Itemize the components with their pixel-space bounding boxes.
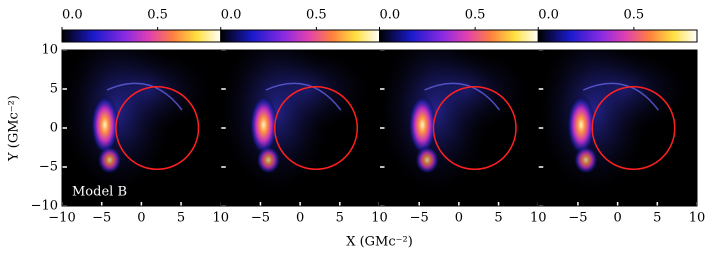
x-tick-label: 10 bbox=[371, 211, 388, 226]
image bbox=[220, 50, 380, 206]
colorbar bbox=[379, 29, 539, 43]
x-tick-label: 10 bbox=[689, 211, 706, 226]
y-tick-label: 10 bbox=[41, 43, 58, 58]
y-tick-label: −5 bbox=[39, 160, 58, 175]
y-tick-label: 5 bbox=[50, 82, 58, 97]
x-tick-label: 5 bbox=[653, 211, 661, 226]
emission bbox=[97, 146, 122, 174]
emission bbox=[573, 146, 598, 174]
x-tick-label: 10 bbox=[530, 211, 547, 226]
x-tick-label: 0 bbox=[613, 211, 621, 226]
colorbar bbox=[61, 29, 222, 43]
colorbar-tick-label: 0.5 bbox=[306, 8, 327, 23]
x-tick-label: 5 bbox=[336, 211, 344, 226]
x-tick-label: −5 bbox=[92, 211, 111, 226]
colorbar-tick-label: 0.0 bbox=[221, 8, 242, 23]
circle bbox=[432, 85, 517, 171]
colorbar-tick-label: 0.0 bbox=[62, 8, 83, 23]
y-axis-label: Y (GMc⁻²) bbox=[7, 95, 22, 162]
x-tick-label: 0 bbox=[455, 211, 463, 226]
circle bbox=[115, 85, 200, 171]
emission bbox=[90, 95, 119, 155]
emission bbox=[567, 95, 596, 155]
x-tick-label: 0 bbox=[137, 211, 145, 226]
image bbox=[379, 50, 539, 206]
colorbar-tick-label: 0.0 bbox=[380, 8, 401, 23]
colorbar-tick-label: 0.5 bbox=[465, 8, 486, 23]
emission bbox=[249, 95, 278, 155]
x-tick-label: 5 bbox=[494, 211, 502, 226]
panel-frame bbox=[537, 49, 698, 207]
arc bbox=[582, 82, 659, 111]
emission bbox=[408, 95, 437, 155]
x-tick-label: 5 bbox=[177, 211, 185, 226]
emission bbox=[415, 146, 440, 174]
circle bbox=[591, 85, 676, 171]
image bbox=[62, 50, 221, 206]
arc bbox=[265, 82, 342, 111]
emission bbox=[256, 146, 281, 174]
colorbar-tick-label: 0.0 bbox=[538, 8, 559, 23]
image bbox=[538, 50, 697, 206]
x-tick-label: 0 bbox=[296, 211, 304, 226]
arc bbox=[424, 82, 501, 111]
colorbar-tick-label: 0.5 bbox=[624, 8, 645, 23]
annotation: Model B bbox=[72, 185, 127, 200]
arc bbox=[106, 82, 183, 111]
colorbar bbox=[537, 29, 698, 43]
colorbar bbox=[220, 29, 380, 43]
circle bbox=[273, 85, 359, 171]
x-tick-label: −5 bbox=[410, 211, 429, 226]
y-tick-label: 0 bbox=[50, 121, 58, 136]
x-tick-label: −5 bbox=[568, 211, 587, 226]
x-tick-label: −10 bbox=[48, 211, 75, 226]
x-tick-label: 10 bbox=[212, 211, 229, 226]
x-axis-label: X (GMc⁻²) bbox=[346, 235, 413, 250]
y-tick-label: −10 bbox=[31, 199, 58, 214]
x-tick-label: −5 bbox=[251, 211, 270, 226]
colorbar-tick-label: 0.5 bbox=[147, 8, 168, 23]
